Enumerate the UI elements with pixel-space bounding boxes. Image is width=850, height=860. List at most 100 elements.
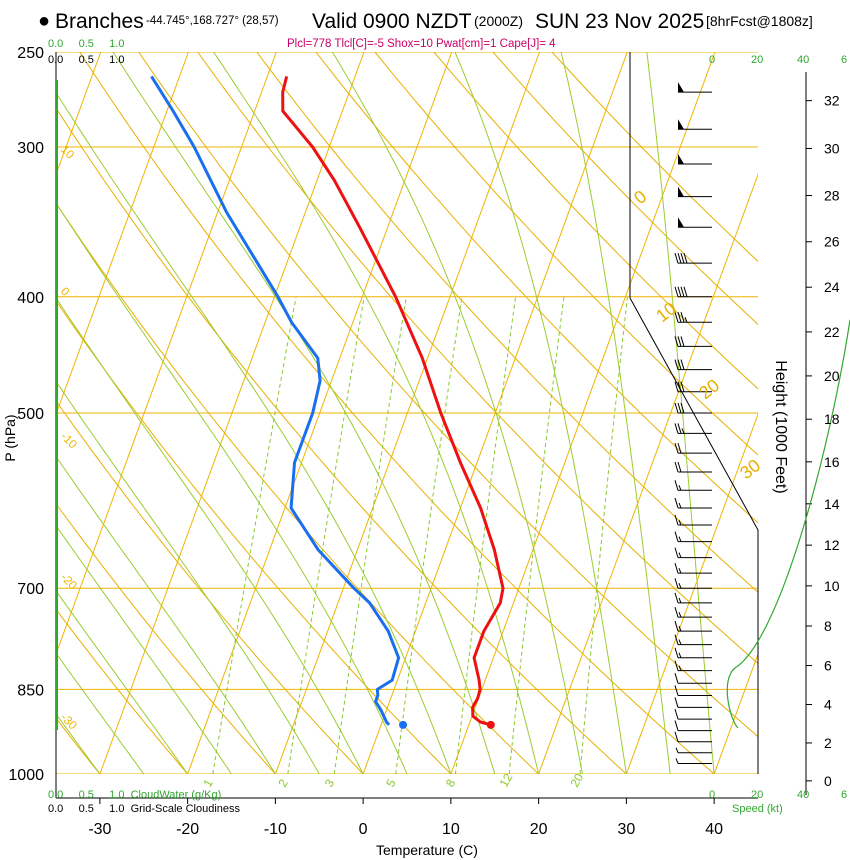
wind-barb (674, 461, 712, 473)
speed-tick-top-6: 6 (841, 54, 848, 66)
wind-barb-half-flag (681, 428, 685, 434)
wind-barb-flag (680, 336, 685, 347)
wind-barb (674, 497, 712, 509)
wind-barb-flag (674, 531, 679, 542)
moist-adiabat-10 (56, 91, 452, 774)
speed-profile-line (726, 319, 850, 729)
moist-adiabat-20 (213, 52, 540, 774)
isotherm-0 (362, 52, 628, 774)
wind-barb-flag (677, 336, 682, 347)
wind-barb-flag (674, 708, 679, 720)
wind-barb-flag (674, 497, 679, 509)
wind-barb-half-flag (675, 747, 679, 753)
wind-barb-flag (674, 359, 679, 370)
isotherm-30 (625, 412, 758, 774)
wind-barb-flag (674, 547, 679, 558)
dry-adiabat-90 (374, 52, 758, 456)
wind-barb (674, 286, 712, 298)
wind-barb-flag (674, 660, 679, 671)
wind-barb-pennant (678, 217, 684, 228)
wind-barb (675, 747, 712, 754)
valid-time: Valid 0900 NZDT (312, 10, 472, 33)
height-label-16: 16 (824, 454, 840, 470)
pressure-label-700: 700 (17, 581, 44, 598)
height-label-14: 14 (824, 496, 840, 512)
height-label-8: 8 (824, 618, 832, 634)
mixing-ratio-5 (395, 296, 463, 774)
moist-adiabat-30 (454, 52, 627, 774)
dry-adiabat--20 (56, 608, 188, 774)
x-tick-label--10: -10 (264, 821, 287, 838)
cloudwater-label: CloudWater (g/Kg) (130, 789, 222, 801)
wind-barb-flag (674, 381, 679, 392)
wind-barb-flag (674, 731, 679, 742)
wind-barb (674, 312, 712, 323)
wind-barb (674, 423, 712, 434)
pressure-label-250: 250 (17, 45, 44, 62)
wind-barb-flag (674, 514, 679, 526)
wind-barb-flag (674, 578, 679, 589)
wind-barb-flag (674, 634, 679, 645)
cloudiness-label: Grid-Scale Cloudiness (130, 803, 241, 815)
wind-barb-half-flag (678, 536, 682, 542)
speed-tick-bottom-20: 20 (751, 789, 764, 801)
wind-barb-flag (680, 253, 685, 264)
speed-tick-bottom-6: 6 (841, 789, 848, 801)
x-tick-label--20: -20 (176, 821, 199, 838)
wind-barb-pennant (678, 82, 684, 93)
dry-adiabat-30 (56, 107, 627, 774)
mixing-ratio-1 (212, 296, 297, 774)
mixing-ratio-label-3: 3 (322, 776, 338, 789)
wind-barb-half-flag (678, 652, 682, 658)
wind-barb-flag (683, 286, 688, 297)
wind-barb-flag (674, 442, 679, 454)
dry-adiabat-10 (56, 299, 452, 774)
cloudwater-axis-bottom: 0.0 0.5 1.0 CloudWater (g/Kg) (48, 789, 222, 801)
y-axis-title: P (hPa) (2, 414, 18, 462)
wind-barb-flag (680, 312, 685, 323)
wind-barb-pennant (678, 154, 684, 165)
wind-barb-flag (674, 592, 679, 604)
height-label-4: 4 (824, 697, 832, 713)
height-label-2: 2 (824, 735, 832, 751)
mixing-ratio-label-1: 1 (200, 776, 216, 789)
speed-tick-top-0: 0 (709, 54, 716, 66)
wind-barb (674, 531, 712, 543)
wind-barb (674, 359, 712, 371)
wind-barb-flag (680, 402, 685, 414)
wind-barb (674, 442, 712, 454)
wind-barb-flag (674, 685, 679, 696)
wind-barb-flag (677, 286, 682, 297)
wind-barb (674, 336, 712, 347)
wind-barb-half-flag (678, 611, 682, 618)
mixing-ratio-label-12: 12 (497, 771, 516, 790)
isotherm--30 (99, 52, 365, 774)
moist-adiabat--10 (56, 455, 276, 774)
wind-barb (674, 514, 712, 526)
wind-barb (674, 620, 712, 632)
wind-barb-flag (677, 359, 682, 370)
x-tick-label-0: 0 (359, 821, 368, 838)
wind-barb-flag (674, 336, 679, 347)
wind-barb-half-flag (678, 519, 682, 526)
dry-adiabat--10 (56, 502, 276, 774)
height-label-30: 30 (824, 141, 840, 157)
forecast-date: SUN 23 Nov 2025 (535, 10, 705, 33)
wind-barb (674, 731, 712, 743)
isotherm--20 (187, 52, 453, 774)
wind-barb-half-flag (675, 758, 679, 764)
wind-barb-half-flag (678, 665, 682, 671)
speed-axis-label: Speed (kt) (732, 803, 783, 815)
dry-adiabat-80 (315, 52, 758, 524)
moist-adiabat-35 (560, 52, 671, 774)
wind-barb-flag (674, 312, 679, 323)
height-label-28: 28 (824, 188, 840, 204)
utc-time: (2000Z) (474, 13, 524, 29)
wind-barb (674, 720, 712, 732)
mixing-ratio-label-5: 5 (383, 776, 399, 789)
moist-adiabat--15 (56, 524, 232, 774)
wind-barb-flag (680, 286, 685, 297)
speed-tick-top-20: 20 (751, 54, 764, 66)
wind-barb (674, 685, 712, 696)
